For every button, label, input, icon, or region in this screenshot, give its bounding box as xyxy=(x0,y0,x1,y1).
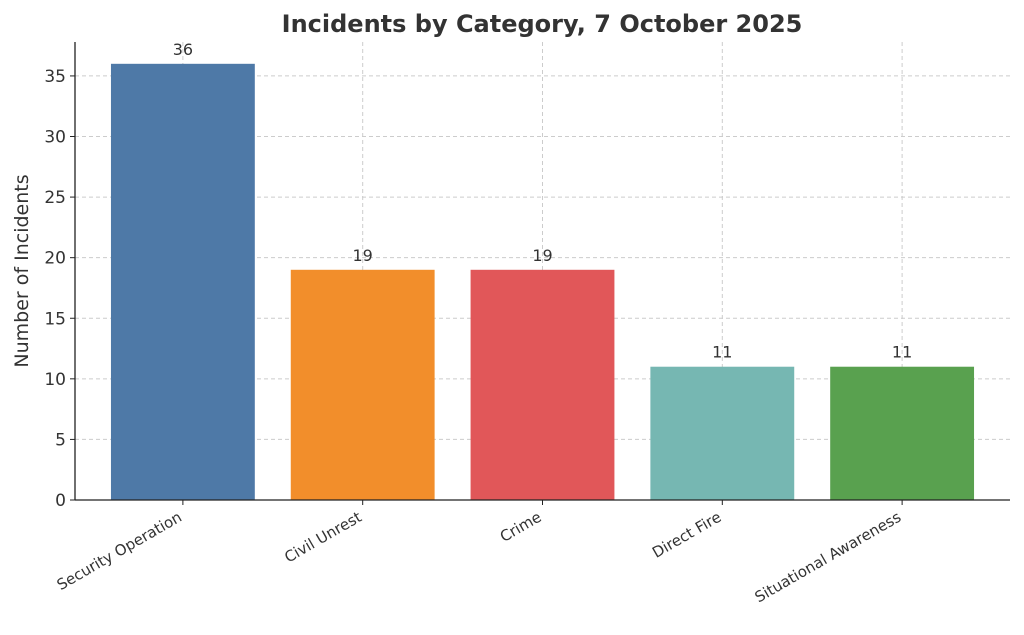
y-tick-label: 0 xyxy=(55,491,66,511)
bar xyxy=(830,366,975,500)
y-axis-label: Number of Incidents xyxy=(11,174,33,367)
chart-title: Incidents by Category, 7 October 2025 xyxy=(282,10,803,38)
bar xyxy=(650,366,795,500)
y-tick-label: 10 xyxy=(44,370,66,390)
x-tick-label: Direct Fire xyxy=(649,508,724,562)
y-tick-label: 5 xyxy=(55,430,66,450)
bar xyxy=(290,269,435,500)
data-label: 11 xyxy=(712,343,732,362)
y-tick-label: 15 xyxy=(44,309,66,329)
data-label: 36 xyxy=(173,40,193,59)
y-tick-label: 35 xyxy=(44,67,66,87)
x-tick-label: Situational Awareness xyxy=(752,508,905,607)
y-tick-label: 20 xyxy=(44,249,66,269)
y-tick-label: 30 xyxy=(44,128,66,148)
bar xyxy=(110,63,255,501)
data-label: 19 xyxy=(532,246,552,265)
data-label: 11 xyxy=(892,343,912,362)
bar xyxy=(470,269,615,500)
y-tick-label: 25 xyxy=(44,188,66,208)
data-label: 19 xyxy=(353,246,373,265)
x-tick-label: Security Operation xyxy=(54,508,185,594)
x-tick-label: Civil Unrest xyxy=(281,508,364,567)
x-tick-label: Crime xyxy=(497,508,545,546)
